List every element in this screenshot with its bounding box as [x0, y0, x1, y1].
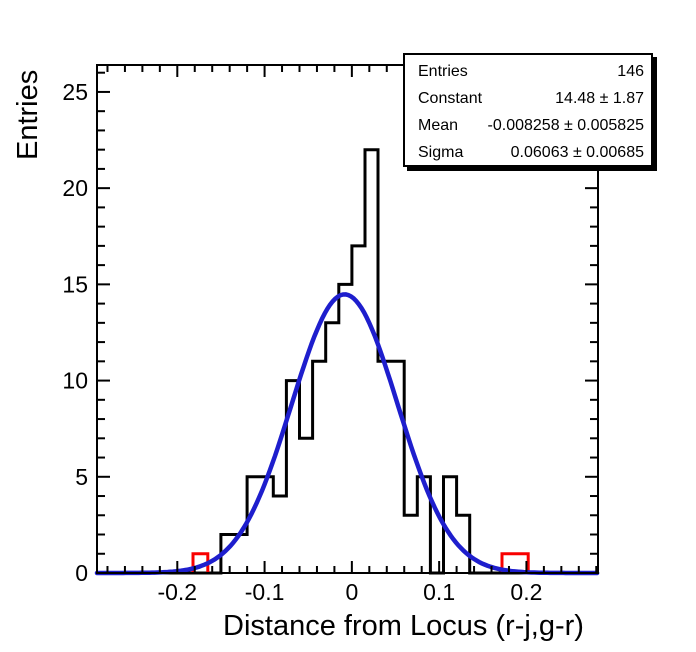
stats-value: 14.48 ± 1.87 [555, 90, 644, 107]
x-tick-label: -0.2 [157, 579, 197, 605]
stats-value: 146 [617, 63, 644, 80]
y-tick-label: 0 [75, 560, 88, 586]
x-tick-label: 0.2 [510, 579, 542, 605]
stats-value: -0.008258 ± 0.005825 [487, 117, 644, 134]
outlier-bin [500, 552, 530, 573]
stats-row-entries: Entries 146 [418, 58, 644, 85]
y-tick-label: 20 [62, 175, 88, 201]
x-tick-label: 0.1 [423, 579, 455, 605]
stats-label: Mean [418, 117, 459, 134]
plot-frame [96, 64, 599, 574]
x-tick-label: 0 [345, 579, 358, 605]
stats-row-sigma: Sigma 0.06063 ± 0.00685 [418, 139, 644, 166]
stats-label: Constant [418, 90, 483, 107]
stats-label: Entries [418, 63, 468, 80]
x-tick-label: -0.1 [245, 579, 285, 605]
gaussian-fit-curve [94, 292, 600, 576]
stats-row-constant: Constant 14.48 ± 1.87 [418, 85, 644, 112]
stats-label: Sigma [418, 144, 464, 161]
y-tick-label: 10 [62, 368, 88, 394]
y-tick-label: 25 [62, 79, 88, 105]
y-tick-label: 5 [75, 464, 88, 490]
histogram-outline [97, 148, 598, 575]
stats-value: 0.06063 ± 0.00685 [510, 144, 644, 161]
y-axis-title: Entries [12, 69, 44, 160]
y-tick-label: 15 [62, 271, 88, 297]
stats-box: Entries 146 Constant 14.48 ± 1.87 Mean -… [403, 53, 653, 167]
stats-row-mean: Mean -0.008258 ± 0.005825 [418, 112, 644, 139]
x-axis-title: Distance from Locus (r-j,g-r) [223, 610, 584, 642]
